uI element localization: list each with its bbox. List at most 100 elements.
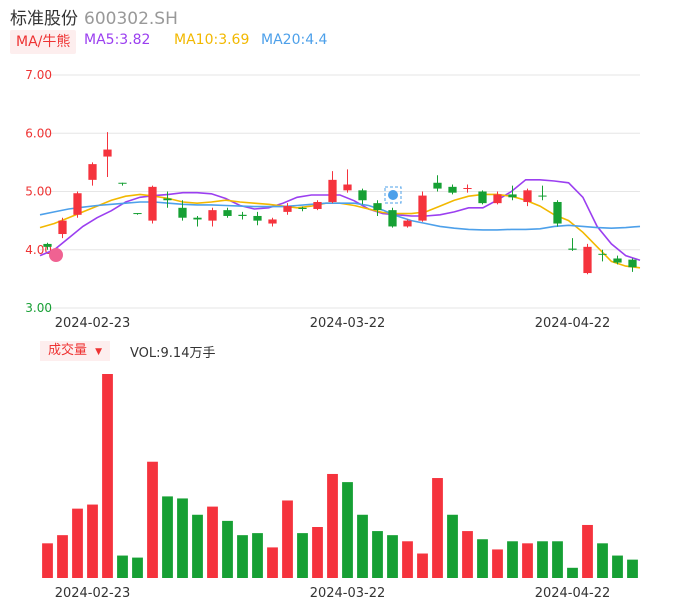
candle-body [313, 201, 322, 209]
volume-bar [612, 555, 623, 578]
candle-body [328, 179, 337, 202]
candle-body [628, 259, 637, 268]
volume-bar [222, 520, 233, 578]
volume-indicator-selector[interactable]: 成交量 ▼ [40, 341, 111, 361]
candle-body [88, 164, 97, 180]
volume-bar [102, 374, 113, 578]
volume-bar [282, 500, 293, 578]
volume-bar [582, 524, 593, 578]
volume-bar [57, 535, 68, 578]
ma10-legend: MA10:3.69 [174, 32, 250, 48]
volume-readout: VOL:9.14万手 [130, 346, 216, 361]
candle-body [253, 215, 262, 221]
y-tick-label: 7.00 [25, 68, 52, 82]
dropdown-arrow-icon: ▼ [95, 347, 103, 357]
candle-body [523, 190, 532, 202]
ma20-legend: MA20:4.4 [261, 32, 328, 48]
candle-body [358, 190, 367, 201]
ma-indicator-selector[interactable]: MA/牛熊 [10, 30, 77, 54]
y-tick-label: 6.00 [25, 126, 52, 140]
candle-body [193, 217, 202, 220]
volume-bar [492, 549, 503, 578]
ma5-legend: MA5:3.82 [84, 32, 151, 48]
candle-body [118, 182, 127, 184]
volume-bar [357, 514, 368, 578]
y-tick-label: 5.00 [25, 185, 52, 199]
candle-body [73, 193, 82, 215]
volume-bar [567, 567, 578, 578]
volume-bar [267, 547, 278, 578]
event-marker-icon [388, 190, 398, 200]
volume-bar [147, 461, 158, 578]
volume-bar [237, 535, 248, 578]
candle-body [268, 219, 277, 224]
x-tick-label: 2024-04-22 [535, 316, 611, 331]
candle-body [418, 195, 427, 221]
volume-bar [177, 498, 188, 578]
ma20-line [39, 201, 641, 231]
candle-body [103, 149, 112, 157]
candle-body [133, 213, 142, 215]
candle-body [538, 195, 547, 197]
candle-body [433, 182, 442, 189]
volume-bar [537, 541, 548, 578]
volume-bar [207, 506, 218, 578]
event-marker-icon [49, 248, 63, 262]
stock-title: 标准股份 600302.SH [10, 4, 178, 29]
volume-bar [192, 514, 203, 578]
candle-body [553, 201, 562, 224]
volume-bar [117, 555, 128, 578]
volume-bar [297, 533, 308, 578]
candle-body [238, 214, 247, 216]
volume-bar [597, 543, 608, 578]
volume-bar [87, 504, 98, 578]
candle-body [43, 243, 52, 247]
volume-bar [132, 557, 143, 578]
candle-body [163, 198, 172, 201]
volume-bar [417, 553, 428, 578]
candle-body [598, 253, 607, 255]
candle-body [568, 248, 577, 250]
candle-body [223, 210, 232, 216]
candle-body [448, 186, 457, 193]
candle-body [298, 207, 307, 209]
x-tick-label: 2024-04-22 [535, 586, 611, 601]
candle-body [283, 206, 292, 212]
volume-bar [162, 496, 173, 578]
volume-bar [252, 533, 263, 578]
volume-bar [462, 531, 473, 578]
volume-bar [552, 541, 563, 578]
volume-label: 成交量 [48, 343, 88, 358]
volume-bar [72, 508, 83, 578]
candle-body [58, 220, 67, 235]
volume-bar [477, 539, 488, 578]
candle-body [208, 210, 217, 221]
stock-code: 600302.SH [84, 9, 178, 29]
x-tick-label: 2024-02-23 [55, 586, 131, 601]
y-tick-label: 3.00 [25, 301, 52, 315]
stock-name: 标准股份 [10, 9, 78, 29]
candle-body [508, 194, 517, 198]
volume-bar [627, 559, 638, 578]
x-tick-label: 2024-03-22 [310, 586, 386, 601]
candle-body [478, 191, 487, 204]
volume-bar [372, 531, 383, 578]
volume-bar [342, 482, 353, 578]
candle-body [403, 220, 412, 227]
candle-body [178, 207, 187, 218]
candle-body [373, 203, 382, 211]
volume-bar [432, 478, 443, 578]
candle-body [493, 194, 502, 204]
volume-bar [327, 473, 338, 578]
volume-bar [522, 543, 533, 578]
candle-body [388, 210, 397, 227]
event-marker-icon [384, 186, 402, 204]
ma5-line [39, 179, 641, 261]
volume-bar [507, 541, 518, 578]
ma10-line [39, 193, 641, 269]
x-tick-label: 2024-02-23 [55, 316, 131, 331]
x-tick-label: 2024-03-22 [310, 316, 386, 331]
candle-body [613, 258, 622, 263]
volume-bar [387, 535, 398, 578]
